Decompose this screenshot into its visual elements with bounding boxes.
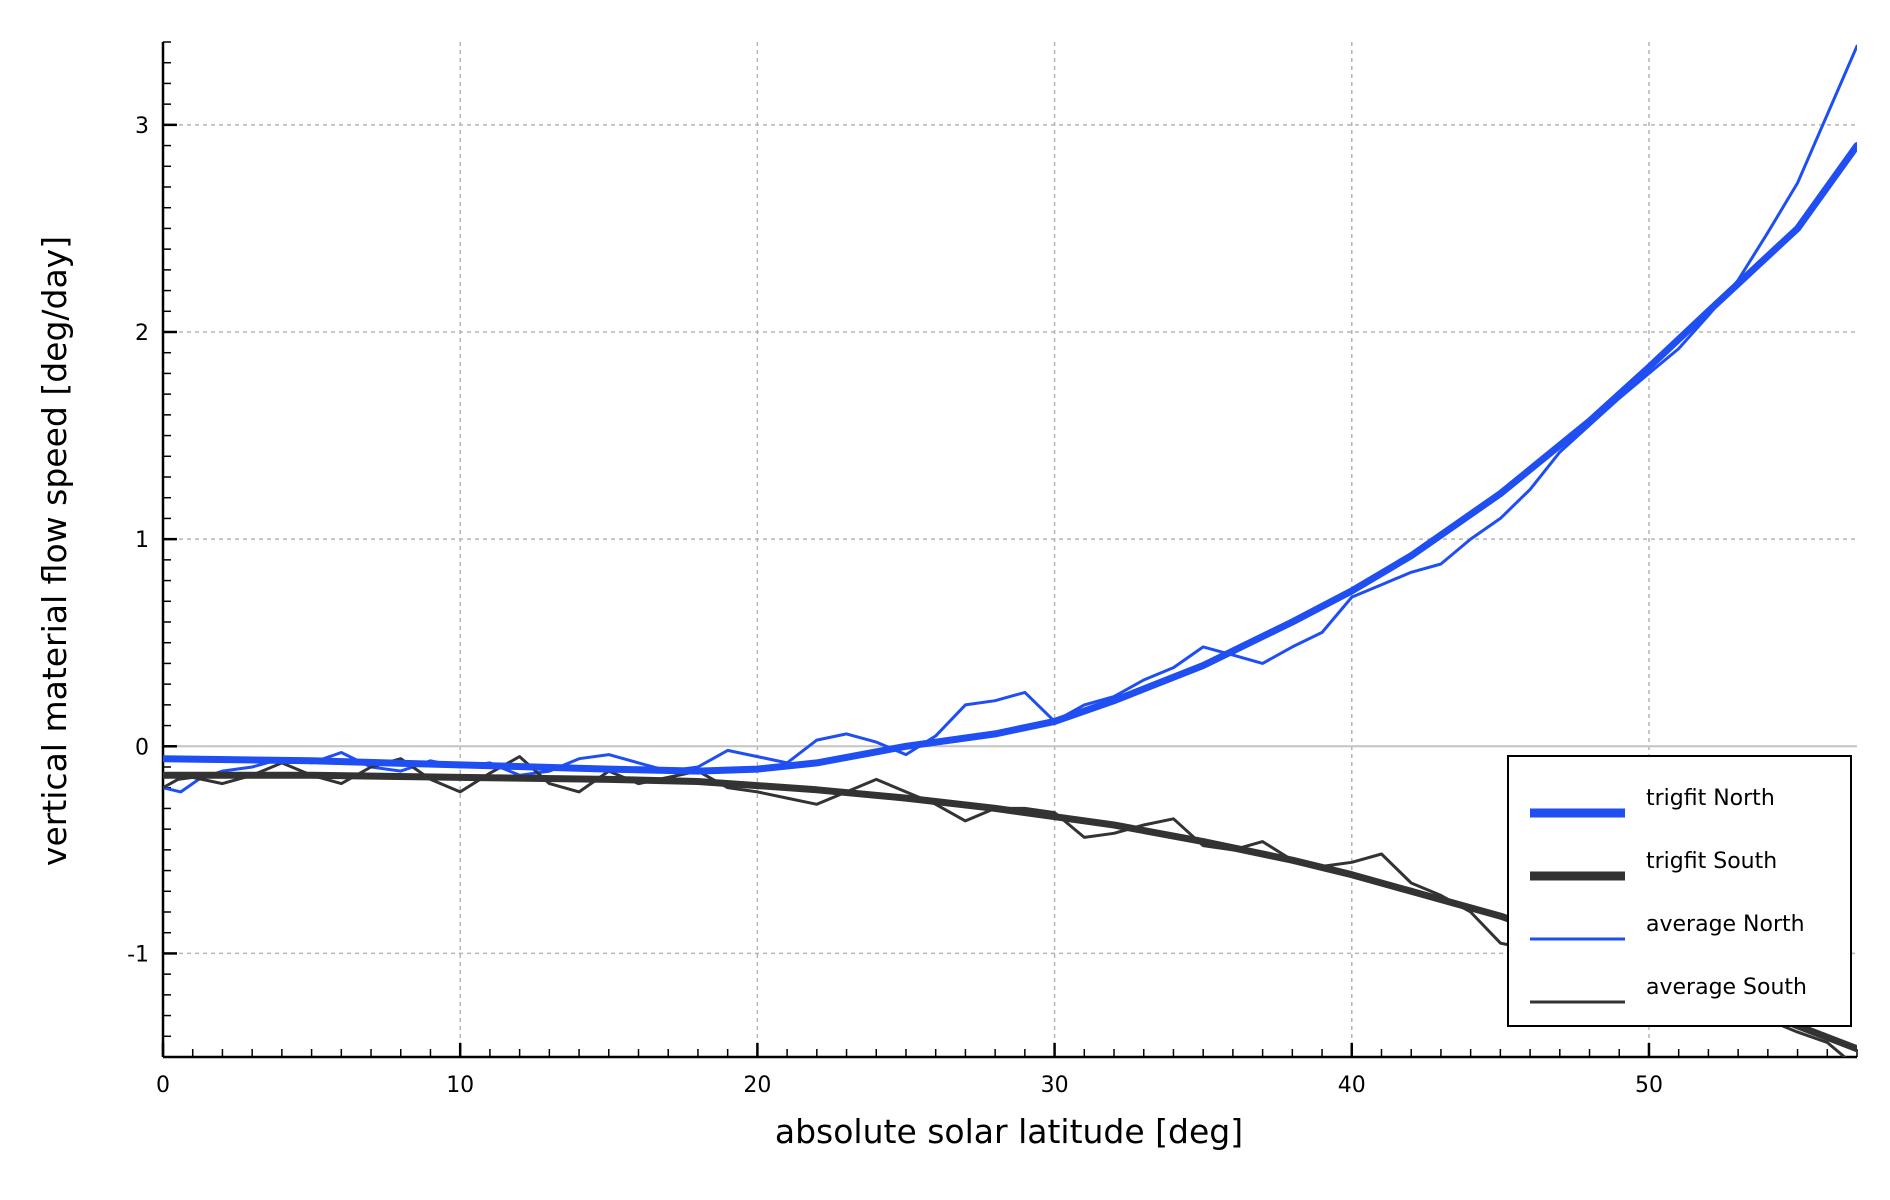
legend: trigfit North trigfit South average North a… <box>1507 755 1852 1027</box>
y-tick-label: 3 <box>135 114 149 139</box>
x-tick-label: 20 <box>743 1073 771 1098</box>
series-line-trigfit-north <box>163 142 1857 775</box>
legend-label-trigfit-north: trigfit North <box>1646 786 1775 811</box>
x-tick-label: 0 <box>156 1073 170 1098</box>
y-axis-title: vertical material flow speed [deg/day] <box>35 236 74 866</box>
legend-label-average-south: average South <box>1646 975 1807 1000</box>
y-tick-label: -1 <box>127 942 149 967</box>
legend-label-average-north: average North <box>1646 912 1805 937</box>
y-tick-label: 1 <box>135 528 149 553</box>
x-tick-label: 50 <box>1635 1073 1663 1098</box>
y-tick-label: 2 <box>135 321 149 346</box>
y-tick-label: 0 <box>135 735 149 760</box>
legend-box <box>1507 755 1852 1027</box>
legend-label-trigfit-south: trigfit South <box>1646 849 1777 874</box>
grid <box>163 42 1857 1057</box>
x-tick-label: 10 <box>446 1073 474 1098</box>
x-axis-title: absolute solar latitude [deg] <box>775 1112 1243 1151</box>
series-line-average-north <box>163 44 1857 794</box>
x-tick-label: 30 <box>1041 1073 1069 1098</box>
x-tick-label: 40 <box>1338 1073 1366 1098</box>
